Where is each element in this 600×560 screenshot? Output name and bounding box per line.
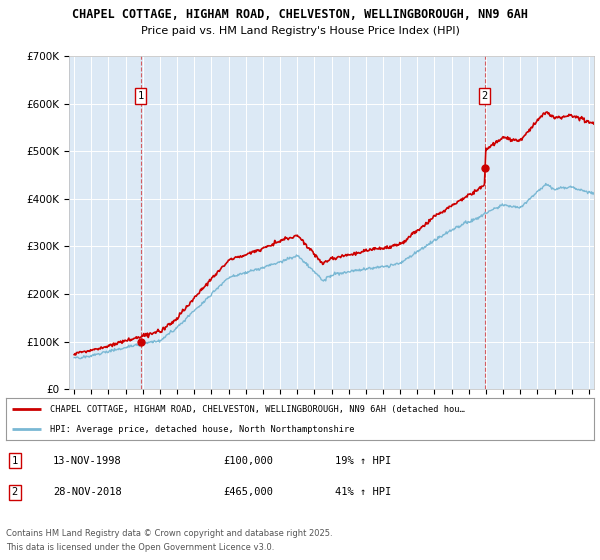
Text: HPI: Average price, detached house, North Northamptonshire: HPI: Average price, detached house, Nort… — [50, 424, 355, 433]
Text: CHAPEL COTTAGE, HIGHAM ROAD, CHELVESTON, WELLINGBOROUGH, NN9 6AH (detached hou…: CHAPEL COTTAGE, HIGHAM ROAD, CHELVESTON,… — [50, 405, 465, 414]
Text: CHAPEL COTTAGE, HIGHAM ROAD, CHELVESTON, WELLINGBOROUGH, NN9 6AH: CHAPEL COTTAGE, HIGHAM ROAD, CHELVESTON,… — [72, 8, 528, 21]
Text: 1: 1 — [137, 91, 143, 101]
Text: £100,000: £100,000 — [224, 456, 274, 466]
Text: 41% ↑ HPI: 41% ↑ HPI — [335, 487, 392, 497]
Text: Price paid vs. HM Land Registry's House Price Index (HPI): Price paid vs. HM Land Registry's House … — [140, 26, 460, 36]
Text: Contains HM Land Registry data © Crown copyright and database right 2025.: Contains HM Land Registry data © Crown c… — [6, 529, 332, 538]
Text: £465,000: £465,000 — [224, 487, 274, 497]
Text: This data is licensed under the Open Government Licence v3.0.: This data is licensed under the Open Gov… — [6, 543, 274, 552]
Text: 1: 1 — [11, 456, 18, 466]
Text: 13-NOV-1998: 13-NOV-1998 — [53, 456, 122, 466]
Text: 28-NOV-2018: 28-NOV-2018 — [53, 487, 122, 497]
Text: 19% ↑ HPI: 19% ↑ HPI — [335, 456, 392, 466]
Text: 2: 2 — [11, 487, 18, 497]
Text: 2: 2 — [481, 91, 488, 101]
